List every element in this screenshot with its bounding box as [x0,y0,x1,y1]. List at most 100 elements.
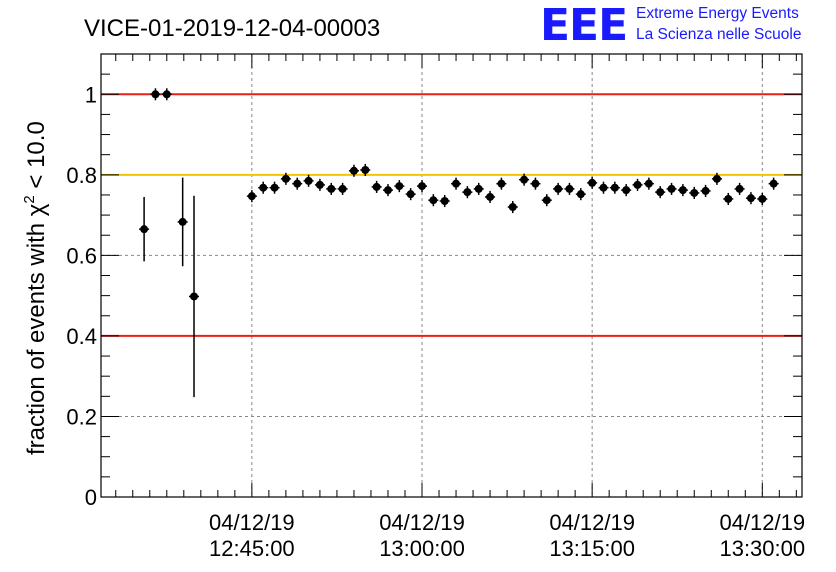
data-point [598,181,609,194]
point-marker [361,165,370,174]
x-tick-label-time: 12:45:00 [209,536,295,561]
data-point [700,184,711,197]
point-marker [497,179,506,188]
data-point [587,176,598,189]
point-marker [769,179,778,188]
point-marker [162,90,171,99]
point-marker [520,175,529,184]
data-point [326,182,337,195]
point-marker [542,196,551,205]
y-tick-label: 0.8 [66,163,97,188]
data-point [348,164,359,177]
data-point [177,177,188,267]
logo-line-2: La Scienza nelle Scuole [636,26,801,43]
data-point [417,180,428,193]
data-point [507,200,518,214]
data-point [150,88,161,101]
point-marker [293,179,302,188]
point-marker [315,180,324,189]
point-marker [151,90,160,99]
point-marker [588,178,597,187]
point-marker [463,188,472,197]
data-point [314,178,325,191]
y-tick-label: 0.4 [66,324,97,349]
data-point [655,186,666,199]
y-tick-label: 1 [85,82,97,107]
point-marker [429,196,438,205]
data-point [405,188,416,201]
x-tick-label-time: 13:15:00 [549,536,635,561]
data-point [371,180,382,193]
point-marker [712,174,721,183]
point-marker [610,183,619,192]
point-marker [452,179,461,188]
point-marker [247,192,256,201]
chart-title: VICE-01-2019-12-04-00003 [84,15,380,42]
data-point [462,186,473,199]
point-marker [418,182,427,191]
logo-line-1: Extreme Energy Events [636,5,799,22]
x-tick-label-time: 13:00:00 [379,536,465,561]
data-point [246,190,257,203]
y-tick-label: 0.2 [66,404,97,429]
point-marker [383,186,392,195]
data-points [139,88,779,398]
point-marker [735,184,744,193]
y-axis-label: fraction of events with χ2 < 10.0 [21,121,50,455]
data-point [139,196,150,262]
point-marker [576,190,585,199]
data-point [451,177,462,190]
point-marker [644,179,653,188]
data-point [473,182,484,195]
point-marker [349,166,358,175]
data-point [689,186,700,199]
y-axis: 0 0.2 0.4 0.6 0.8 1 [66,53,802,510]
point-marker [701,186,710,195]
point-marker [633,180,642,189]
point-marker [406,190,415,199]
data-point [734,182,745,195]
data-point [666,182,677,195]
point-marker [656,188,665,197]
point-marker [565,184,574,193]
point-marker [667,184,676,193]
data-point [519,173,530,186]
data-point [530,177,541,190]
y-tick-label: 0.6 [66,243,97,268]
data-point [485,190,496,204]
data-point [428,194,439,207]
point-marker [554,184,563,193]
point-marker [690,188,699,197]
point-marker [395,182,404,191]
point-marker [270,183,279,192]
data-point [632,178,643,191]
data-point [394,180,405,193]
point-marker [622,186,631,195]
x-axis: 04/12/1912:45:0004/12/1913:00:0004/12/19… [115,54,805,561]
point-marker [190,292,199,301]
point-marker [372,182,381,191]
point-marker [178,217,187,226]
data-point [382,184,393,197]
point-marker [440,196,449,205]
point-marker [724,194,733,203]
grid [101,54,802,497]
data-point [258,181,269,194]
data-point [745,192,756,205]
point-marker [327,184,336,193]
data-point [496,177,507,190]
point-marker [281,174,290,183]
data-point [757,192,768,206]
point-marker [259,183,268,192]
x-tick-label-date: 04/12/19 [549,510,635,535]
data-point [292,177,303,190]
point-marker [758,194,767,203]
data-point [280,172,291,185]
point-marker [508,203,517,212]
data-point [161,88,172,101]
plot-frame [100,53,803,498]
point-marker [599,183,608,192]
point-marker [140,225,149,234]
reference-lines [101,93,802,337]
x-tick-label-date: 04/12/19 [379,510,465,535]
